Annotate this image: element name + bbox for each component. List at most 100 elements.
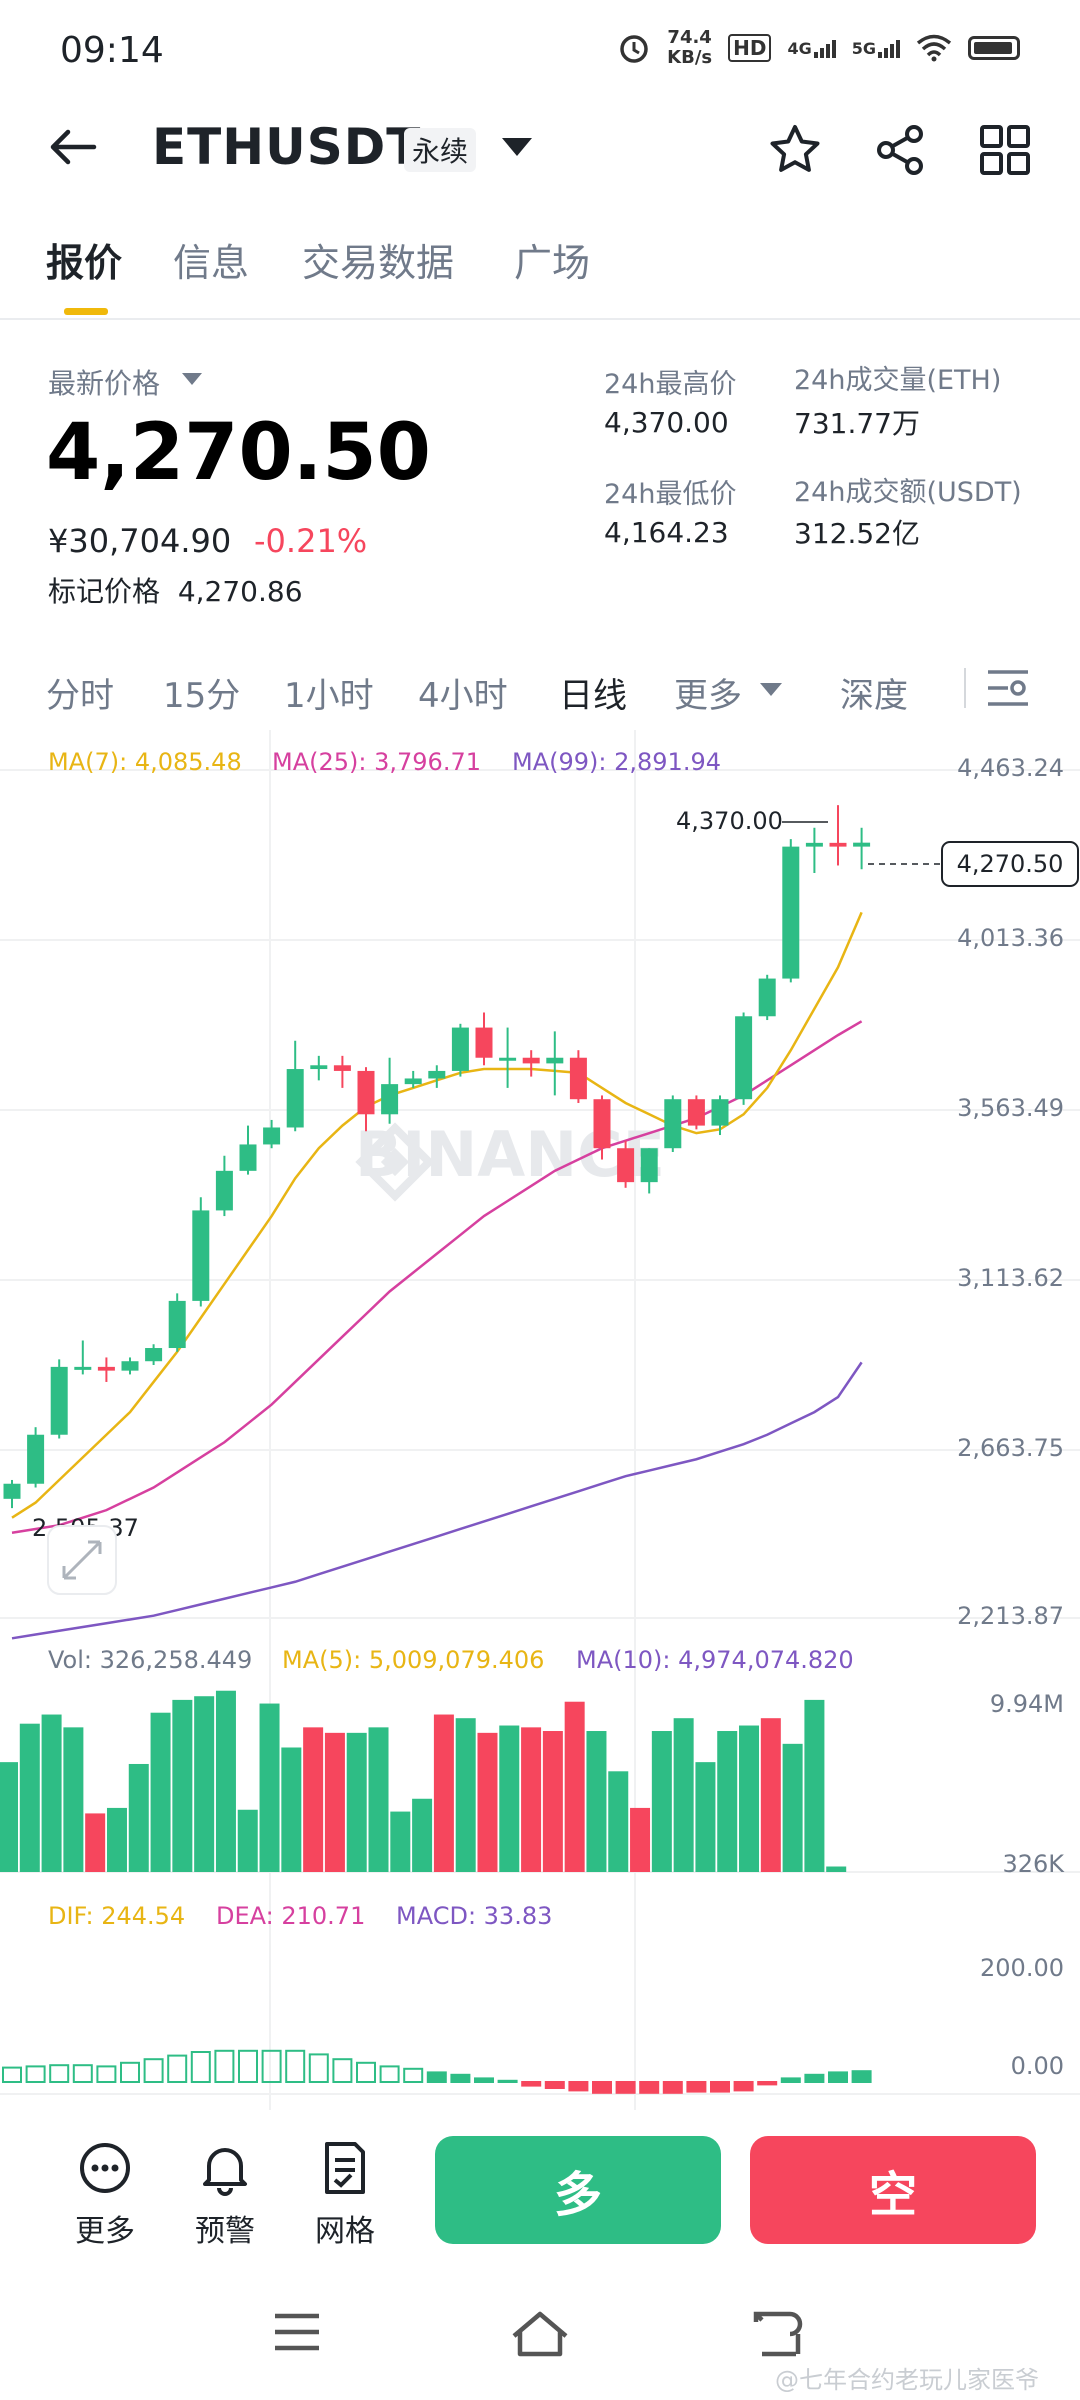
macd-bar <box>403 2067 424 2084</box>
menu-grid-button[interactable] <box>975 120 1035 180</box>
interval-tab-4h[interactable]: 4小时 <box>418 676 508 716</box>
macd-bar <box>568 2081 589 2092</box>
volume-bar <box>85 1813 106 1872</box>
candle-body <box>805 842 823 847</box>
short-button[interactable]: 空 <box>750 2136 1036 2244</box>
hd-icon: HD <box>728 34 772 62</box>
current-price-tag <box>941 841 1079 887</box>
tab-quote[interactable]: 报价 <box>46 241 123 285</box>
interval-tab-15m[interactable]: 15分 <box>163 676 241 716</box>
grid-icon <box>980 125 1030 175</box>
price-axis-label: 4,013.36 <box>957 924 1064 952</box>
latest-price-label[interactable]: 最新价格 <box>48 367 161 400</box>
latest-price-dropdown-icon[interactable] <box>182 373 202 385</box>
alert-button[interactable]: 预警 <box>175 2140 275 2250</box>
wifi-icon <box>916 34 952 62</box>
interval-tab-1h[interactable]: 1小时 <box>284 676 374 716</box>
macd-bar <box>308 2053 329 2084</box>
volume-bar <box>760 1718 781 1872</box>
candle-body <box>74 1366 92 1370</box>
interval-tab-1d[interactable]: 日线 <box>559 676 627 716</box>
interval-tab-line[interactable]: 分时 <box>46 676 114 716</box>
share-button[interactable] <box>870 120 930 180</box>
candle-body <box>215 1170 233 1211</box>
macd-bar <box>356 2061 376 2084</box>
candle-body <box>310 1065 328 1070</box>
volume-bar <box>433 1714 454 1872</box>
low-24h-value: 4,164.23 <box>604 516 729 549</box>
more-button[interactable]: 更多 <box>55 2140 155 2250</box>
candle-body <box>758 978 776 1017</box>
more-dropdown-icon[interactable] <box>760 683 782 696</box>
more-label: 更多 <box>75 2214 135 2249</box>
long-button[interactable]: 多 <box>435 2136 721 2244</box>
macd-bar <box>426 2071 447 2084</box>
macd-bar <box>592 2081 612 2094</box>
volume-ma10-legend: MA(10): 4,974,074.820 <box>576 1646 854 1674</box>
alarm-icon <box>620 35 648 63</box>
macd-bar <box>49 2064 70 2083</box>
macd-bar <box>828 2071 848 2084</box>
macd-bar <box>96 2065 117 2084</box>
candle-body <box>522 1057 540 1064</box>
candle-body <box>451 1027 469 1071</box>
volume-bar <box>41 1714 62 1872</box>
macd-bar <box>615 2081 636 2094</box>
cny-price: ¥30,704.90 <box>48 522 232 560</box>
macd-bar <box>379 2065 400 2084</box>
volume-bar <box>390 1811 411 1872</box>
tab-square[interactable]: 广场 <box>514 241 591 285</box>
ma7-legend: MA(7): 4,085.48 <box>48 748 242 776</box>
macd-bar <box>120 2061 140 2084</box>
volume-bar <box>259 1703 280 1872</box>
nav-back-button[interactable] <box>752 2310 804 2362</box>
dea-legend: DEA: 210.71 <box>216 1902 365 1930</box>
candle-body <box>593 1099 611 1149</box>
interval-tab-more[interactable]: 更多 <box>674 676 742 716</box>
volume-bar <box>564 1701 585 1872</box>
back-button[interactable] <box>46 120 100 187</box>
expand-chart-button[interactable] <box>47 1525 117 1595</box>
candle-body <box>499 1057 517 1061</box>
grid-bot-icon <box>325 2142 365 2194</box>
arrow-left-icon <box>50 129 97 165</box>
volume-bar <box>63 1727 84 1872</box>
signal-4g-icon: 4G <box>787 39 836 58</box>
macd-bar <box>686 2081 707 2093</box>
volume-bar <box>368 1727 389 1872</box>
macd-bar <box>662 2081 683 2094</box>
favorite-button[interactable] <box>765 120 825 180</box>
volume-bar <box>106 1807 127 1872</box>
tab-info[interactable]: 信息 <box>173 241 250 285</box>
price-axis-label: 2,663.75 <box>957 1434 1064 1462</box>
nav-menu-button[interactable] <box>272 2310 322 2358</box>
price-axis-label: 4,463.24 <box>957 754 1064 782</box>
macd-bar <box>190 2051 211 2083</box>
vol-usdt-label: 24h成交额(USDT) <box>794 477 1022 508</box>
macd-bar <box>2 2066 22 2083</box>
author-watermark: @七年合约老玩儿家医爷 <box>775 2366 1039 2394</box>
kline-chart[interactable]: BINANCE MA(7): 4,085.48 MA(25): 3,796.71… <box>0 730 1080 2110</box>
macd-bar <box>261 2049 282 2084</box>
star-icon <box>770 125 820 172</box>
symbol-dropdown-icon[interactable] <box>502 138 532 156</box>
volume-bar <box>586 1731 607 1872</box>
symbol-title[interactable]: ETHUSDT <box>152 118 422 176</box>
volume-bar <box>499 1725 520 1872</box>
volume-axis-bottom: 326K <box>1002 1850 1065 1878</box>
macd-bar <box>143 2058 164 2083</box>
volume-legend: Vol: 326,258.449 <box>48 1646 252 1674</box>
network-speed: 74.4 KB/s <box>667 27 713 68</box>
volume-bar <box>19 1723 40 1872</box>
volume-bar <box>673 1718 694 1872</box>
nav-home-button[interactable] <box>510 2310 570 2362</box>
interval-tab-depth[interactable]: 深度 <box>840 676 908 716</box>
candle-body <box>404 1078 422 1085</box>
tab-trading-data[interactable]: 交易数据 <box>302 241 455 285</box>
macd-bar <box>332 2058 353 2083</box>
chart-grid <box>0 730 1080 2110</box>
chart-settings-button[interactable] <box>984 666 1032 714</box>
hamburger-icon <box>275 2313 319 2351</box>
macd-bar <box>757 2081 778 2086</box>
grid-trading-button[interactable]: 网格 <box>295 2140 395 2250</box>
